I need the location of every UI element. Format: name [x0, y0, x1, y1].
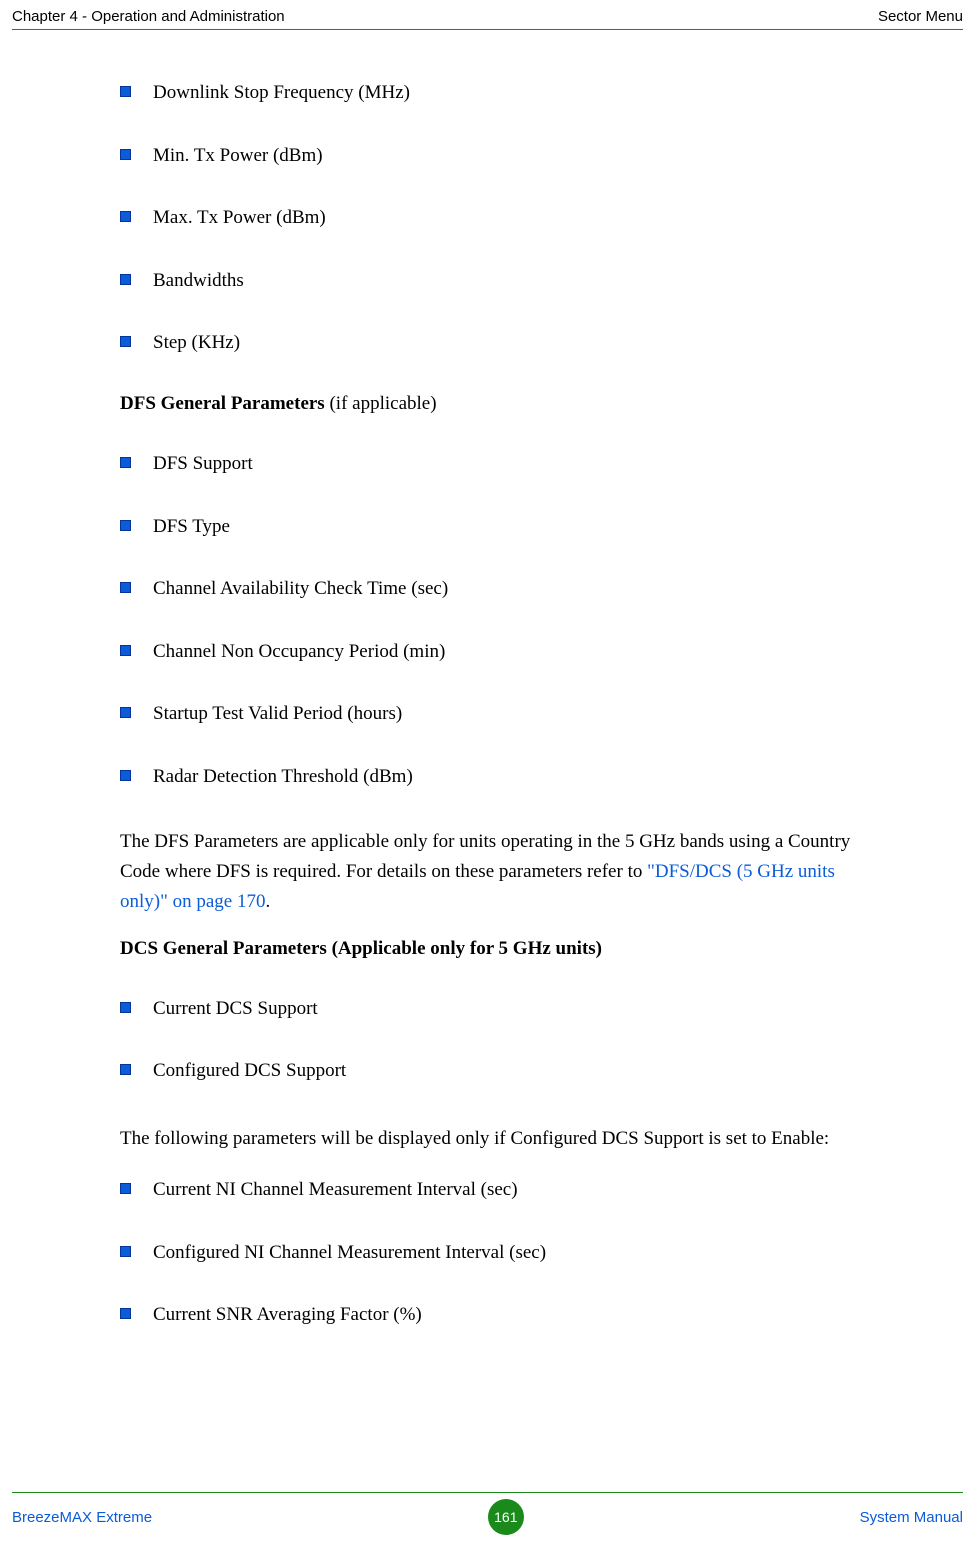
paragraph-dfs: The DFS Parameters are applicable only f…	[120, 827, 855, 918]
list-item-text: Channel Availability Check Time (sec)	[153, 576, 448, 603]
list-item-text: Configured DCS Support	[153, 1058, 346, 1085]
list-item-text: DFS Support	[153, 451, 253, 478]
page-footer: BreezeMAX Extreme 161 System Manual	[0, 1492, 975, 1545]
square-bullet-icon	[120, 645, 131, 656]
square-bullet-icon	[120, 520, 131, 531]
list-item: Bandwidths	[120, 268, 855, 295]
list-item-text: Startup Test Valid Period (hours)	[153, 701, 402, 728]
footer-right: System Manual	[860, 1509, 963, 1526]
list-item: Downlink Stop Frequency (MHz)	[120, 80, 855, 107]
section-heading-dcs: DCS General Parameters (Applicable only …	[120, 938, 855, 960]
list-item-text: Current DCS Support	[153, 996, 318, 1023]
list-item-text: Min. Tx Power (dBm)	[153, 143, 323, 170]
heading-text: DCS General Parameters (Applicable only …	[120, 938, 602, 959]
heading-suffix: (if applicable)	[325, 393, 437, 414]
footer-left: BreezeMAX Extreme	[12, 1509, 152, 1526]
square-bullet-icon	[120, 457, 131, 468]
list-item-text: Bandwidths	[153, 268, 244, 295]
square-bullet-icon	[120, 274, 131, 285]
list-item-text: Radar Detection Threshold (dBm)	[153, 764, 413, 791]
square-bullet-icon	[120, 211, 131, 222]
list-item-text: Downlink Stop Frequency (MHz)	[153, 80, 410, 107]
list-item: Min. Tx Power (dBm)	[120, 143, 855, 170]
list-item-text: Current SNR Averaging Factor (%)	[153, 1302, 422, 1329]
square-bullet-icon	[120, 1002, 131, 1013]
list-item: Max. Tx Power (dBm)	[120, 205, 855, 232]
list-item: Channel Non Occupancy Period (min)	[120, 639, 855, 666]
square-bullet-icon	[120, 770, 131, 781]
heading-bold: DFS General Parameters	[120, 393, 325, 414]
list-item-text: Max. Tx Power (dBm)	[153, 205, 326, 232]
page-number-badge: 161	[488, 1499, 524, 1535]
square-bullet-icon	[120, 582, 131, 593]
list-item: Radar Detection Threshold (dBm)	[120, 764, 855, 791]
square-bullet-icon	[120, 149, 131, 160]
square-bullet-icon	[120, 1246, 131, 1257]
paragraph-text: The following parameters will be display…	[120, 1128, 829, 1149]
page-content: Downlink Stop Frequency (MHz) Min. Tx Po…	[0, 30, 975, 1329]
list-item-text: DFS Type	[153, 514, 230, 541]
list-item: Startup Test Valid Period (hours)	[120, 701, 855, 728]
list-item: DFS Type	[120, 514, 855, 541]
list-item: Current SNR Averaging Factor (%)	[120, 1302, 855, 1329]
list-item: DFS Support	[120, 451, 855, 478]
list-item: Current NI Channel Measurement Interval …	[120, 1177, 855, 1204]
list-item-text: Step (KHz)	[153, 330, 240, 357]
footer-row: BreezeMAX Extreme 161 System Manual	[12, 1499, 963, 1535]
list-item: Current DCS Support	[120, 996, 855, 1023]
square-bullet-icon	[120, 1064, 131, 1075]
list-item-text: Configured NI Channel Measurement Interv…	[153, 1240, 546, 1267]
square-bullet-icon	[120, 336, 131, 347]
list-item: Configured NI Channel Measurement Interv…	[120, 1240, 855, 1267]
header-left: Chapter 4 - Operation and Administration	[12, 8, 285, 25]
list-item: Configured DCS Support	[120, 1058, 855, 1085]
section-heading-dfs: DFS General Parameters (if applicable)	[120, 393, 855, 415]
page-header: Chapter 4 - Operation and Administration…	[0, 0, 975, 29]
list-item: Channel Availability Check Time (sec)	[120, 576, 855, 603]
square-bullet-icon	[120, 1183, 131, 1194]
list-item-text: Channel Non Occupancy Period (min)	[153, 639, 445, 666]
footer-rule	[12, 1492, 963, 1493]
header-right: Sector Menu	[878, 8, 963, 25]
square-bullet-icon	[120, 1308, 131, 1319]
list-item: Step (KHz)	[120, 330, 855, 357]
paragraph-dcs: The following parameters will be display…	[120, 1121, 855, 1157]
square-bullet-icon	[120, 707, 131, 718]
square-bullet-icon	[120, 86, 131, 97]
paragraph-text: .	[265, 891, 270, 912]
list-item-text: Current NI Channel Measurement Interval …	[153, 1177, 518, 1204]
